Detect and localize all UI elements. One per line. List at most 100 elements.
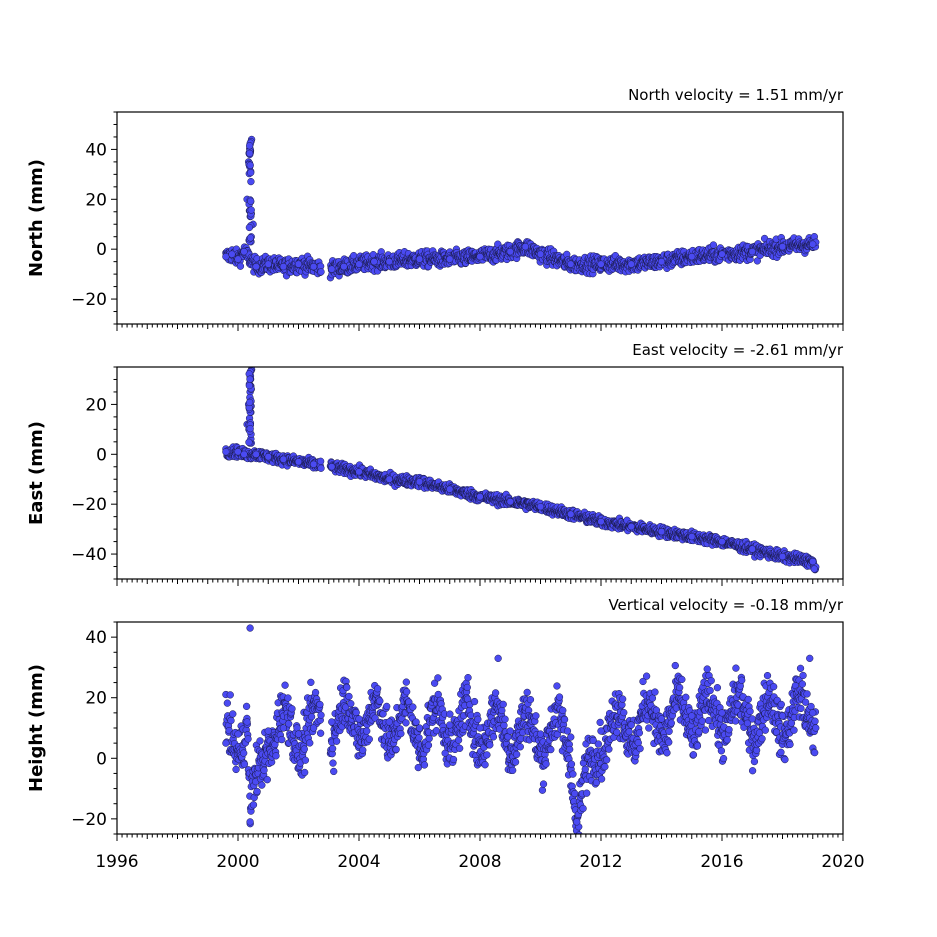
data-point — [511, 758, 520, 766]
data-point — [245, 398, 254, 407]
data-point — [317, 268, 325, 276]
data-point — [657, 257, 666, 266]
data-point — [486, 741, 494, 749]
data-point — [627, 260, 635, 268]
data-point — [245, 142, 254, 150]
data-point — [236, 262, 245, 270]
data-point — [636, 744, 644, 753]
data-point — [258, 781, 266, 789]
height-points — [222, 624, 820, 845]
data-point — [476, 253, 484, 261]
data-point — [260, 766, 268, 774]
data-point — [365, 735, 373, 743]
data-point — [567, 260, 575, 268]
data-point — [402, 719, 410, 727]
data-point — [559, 706, 567, 715]
data-point — [555, 693, 564, 701]
data-point — [581, 765, 589, 773]
data-point — [409, 703, 417, 711]
data-point — [575, 831, 583, 834]
data-point — [223, 699, 232, 707]
data-point — [425, 734, 433, 743]
data-point — [521, 243, 530, 251]
data-point — [563, 727, 572, 735]
data-point — [516, 743, 524, 751]
data-point — [574, 838, 581, 845]
data-point — [240, 450, 248, 458]
data-point — [627, 522, 635, 531]
data-point — [688, 532, 696, 541]
data-point — [256, 737, 264, 745]
data-point — [434, 674, 442, 682]
data-point — [264, 453, 272, 461]
data-point — [500, 721, 508, 730]
data-point — [285, 720, 293, 728]
data-point — [778, 243, 787, 251]
data-point — [332, 737, 341, 745]
data-point — [424, 741, 433, 749]
north-axis-label: North (mm) — [26, 159, 47, 277]
east-plot-frame — [116, 366, 844, 580]
data-point — [247, 168, 255, 177]
panel-height: Vertical velocity = -0.18 mm/yr Height (… — [26, 596, 865, 872]
data-point — [329, 759, 337, 767]
data-point — [342, 703, 350, 711]
data-point — [279, 455, 288, 463]
north-x-ticks — [116, 324, 844, 331]
data-point — [227, 716, 235, 725]
data-point — [597, 775, 606, 783]
data-point — [709, 241, 718, 249]
data-point — [317, 464, 325, 472]
east-axis-label: East (mm) — [26, 421, 47, 525]
data-point — [748, 545, 756, 553]
data-point — [355, 468, 363, 476]
data-point — [513, 750, 521, 759]
data-point — [301, 756, 310, 764]
east-velocity-title: East velocity = -2.61 mm/yr — [632, 341, 844, 359]
data-point — [264, 260, 272, 268]
data-point — [499, 700, 507, 708]
data-point — [509, 766, 517, 775]
data-point — [294, 458, 303, 466]
data-point — [247, 177, 255, 186]
data-point — [498, 706, 506, 715]
data-point — [667, 719, 675, 727]
data-point — [415, 255, 424, 263]
data-point — [343, 683, 351, 692]
y-tick-label: 0 — [96, 240, 107, 260]
data-point — [288, 705, 296, 713]
data-point — [307, 678, 315, 686]
data-point — [246, 149, 254, 158]
data-point — [370, 257, 378, 266]
data-point — [246, 424, 254, 433]
data-point — [635, 729, 644, 737]
north-points — [222, 135, 820, 282]
data-point — [245, 381, 254, 390]
data-point — [688, 253, 696, 261]
data-point — [330, 767, 338, 776]
data-point — [583, 789, 591, 797]
data-point — [240, 248, 248, 256]
data-point — [234, 448, 242, 456]
data-point — [317, 711, 325, 719]
east-x-ticks — [116, 579, 844, 586]
data-point — [247, 206, 255, 214]
data-point — [682, 693, 690, 701]
data-point — [671, 661, 679, 670]
data-point — [547, 745, 555, 754]
data-point — [294, 260, 303, 268]
data-point — [403, 688, 411, 696]
data-point — [307, 713, 316, 721]
data-point — [316, 729, 325, 737]
data-point — [665, 727, 673, 735]
data-point — [619, 695, 627, 703]
data-point — [392, 745, 400, 754]
y-tick-label: −20 — [71, 495, 107, 515]
data-point — [809, 240, 817, 248]
data-point — [483, 751, 491, 759]
data-point — [383, 702, 391, 711]
data-point — [625, 728, 633, 736]
data-point — [245, 223, 254, 232]
data-point — [306, 739, 314, 747]
